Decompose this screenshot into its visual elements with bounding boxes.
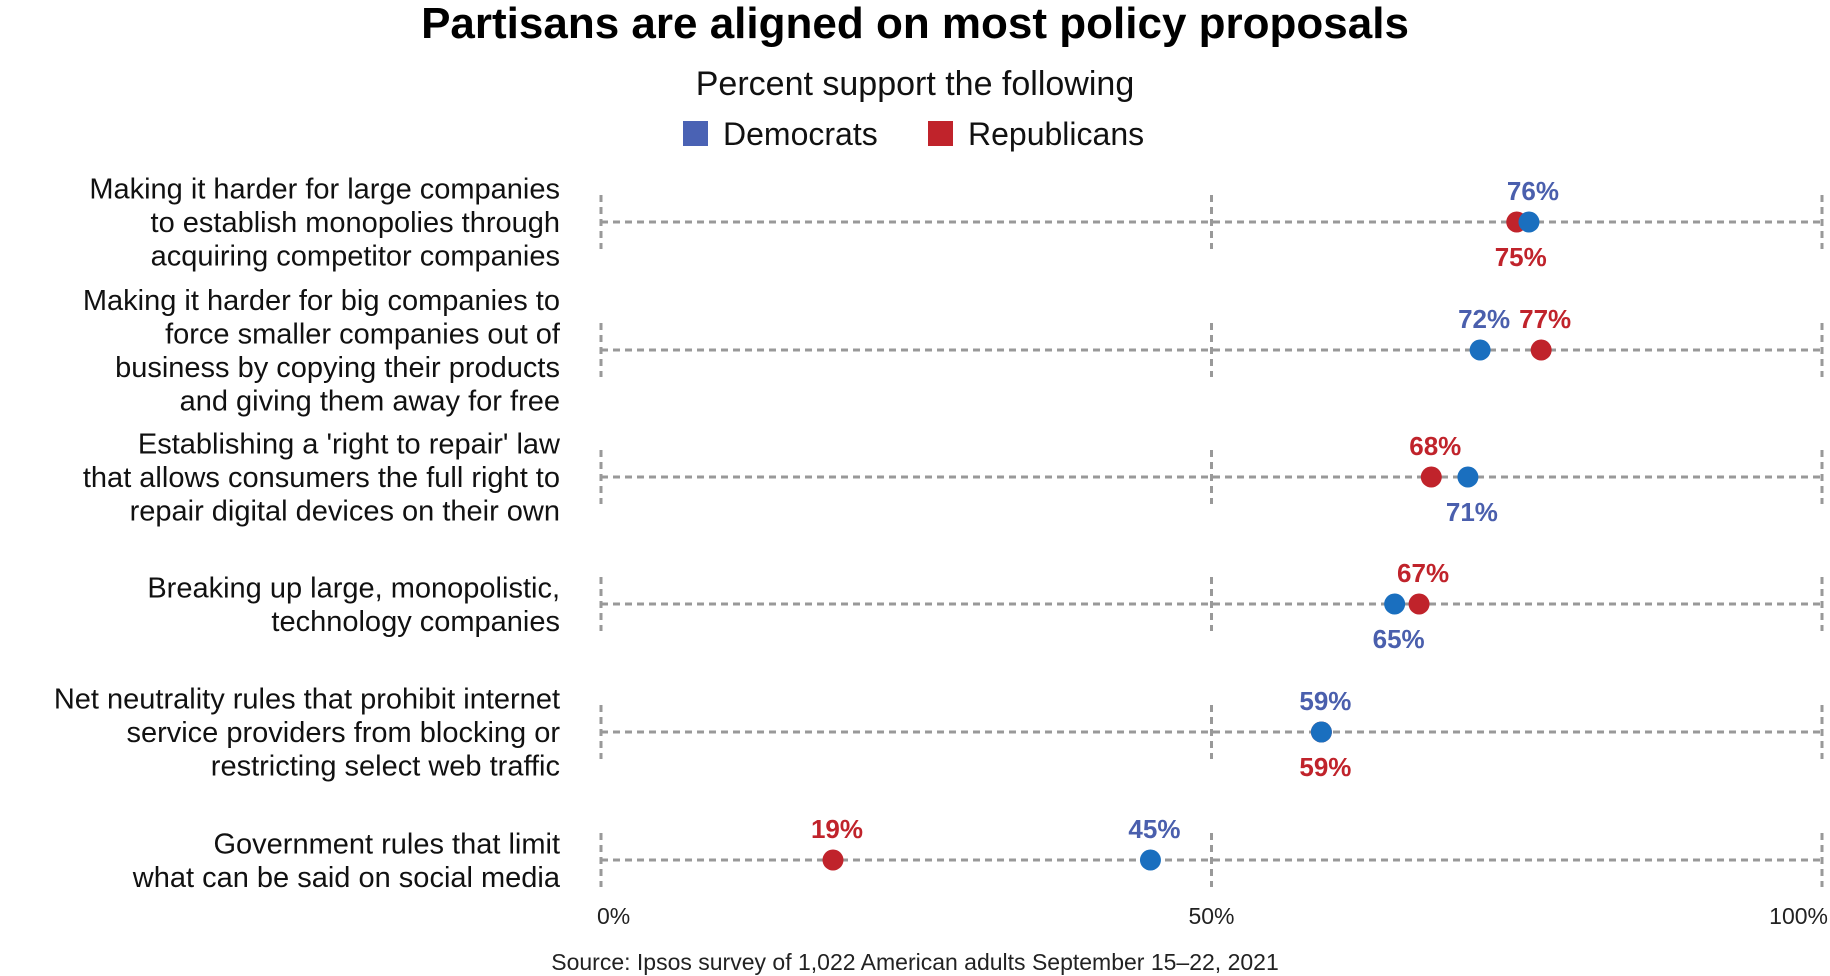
dot-republicans [1530,339,1552,361]
legend: Democrats Republicans [683,116,1144,152]
value-label-republicans: 68% [1409,431,1461,461]
value-label-democrats: 59% [1299,686,1351,716]
value-label-democrats: 65% [1373,624,1425,654]
x-axis-ticks: 0% 50% 100% [597,903,1828,929]
dot-democrats [1310,721,1332,743]
dot-republicans [822,849,844,871]
category-label: and giving them away for free [180,385,560,417]
value-label-republicans: 75% [1495,242,1547,272]
category-label: to establish monopolies through [151,207,560,239]
dot-democrats [1469,339,1491,361]
category-label: business by copying their products [115,352,560,384]
category-label: restricting select web traffic [211,751,560,783]
category-label: acquiring competitor companies [151,241,560,273]
dot-democrats [1518,211,1540,233]
category-label: that allows consumers the full right to [83,462,560,494]
x-tick-label: 50% [1188,903,1234,929]
grid [599,195,1824,887]
value-label-republicans: 19% [811,814,863,844]
value-label-democrats: 71% [1446,497,1498,527]
category-label: Making it harder for large companies [89,174,560,206]
category-label: technology companies [271,606,560,638]
chart-subtitle: Percent support the following [696,65,1134,103]
category-label: Net neutrality rules that prohibit inter… [54,684,560,716]
category-label: Government rules that limit [213,828,560,860]
value-label-republicans: 59% [1299,752,1351,782]
value-label-republicans: 67% [1397,558,1449,588]
category-label: Breaking up large, monopolistic, [147,572,560,604]
value-label-republicans: 77% [1519,304,1571,334]
legend-label-republicans: Republicans [968,116,1144,152]
category-label: repair digital devices on their own [130,496,560,528]
value-label-democrats: 76% [1507,176,1559,206]
legend-swatch-democrats [683,121,708,146]
chart-title: Partisans are aligned on most policy pro… [421,0,1409,48]
data-points: 76% 75% 72% 77% 71% 68% 65% 67% 59% 59% 45% 19% [811,176,1571,871]
category-label: Establishing a 'right to repair' law [138,429,561,461]
dot-democrats [1457,466,1479,488]
category-label: what can be said on social media [132,862,561,894]
legend-label-democrats: Democrats [723,116,878,152]
category-label: service providers from blocking or [126,717,560,749]
source-note: Source: Ipsos survey of 1,022 American a… [551,949,1279,975]
x-tick-label: 0% [597,903,630,929]
legend-swatch-republicans [928,121,953,146]
category-label: force smaller companies out of [165,318,561,350]
x-tick-label: 100% [1769,903,1828,929]
value-label-democrats: 45% [1128,814,1180,844]
dot-republicans [1408,593,1430,615]
dot-democrats [1139,849,1161,871]
category-label: Making it harder for big companies to [83,285,560,317]
value-label-democrats: 72% [1458,304,1510,334]
dot-republicans [1420,466,1442,488]
dot-democrats [1384,593,1406,615]
